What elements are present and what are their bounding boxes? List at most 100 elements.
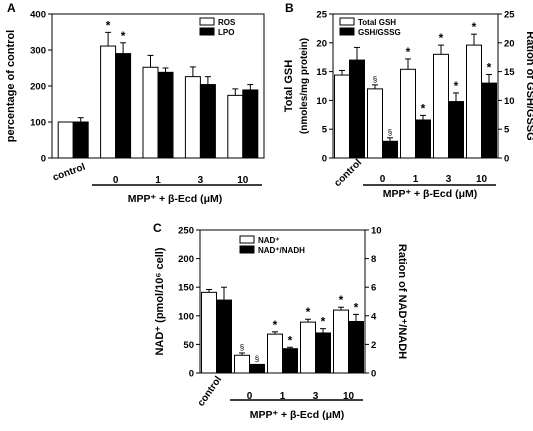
significance-mark: * [421, 101, 426, 115]
bar-A-s0-3 [184, 76, 201, 159]
y-tick-label: 0 [189, 369, 194, 380]
significance-mark: * [472, 20, 477, 34]
y-tick-label: 100 [30, 118, 46, 129]
bar-B-s0-2 [400, 68, 416, 159]
y2-tick-label: 10 [371, 226, 382, 237]
y-tick-label: 25 [316, 10, 327, 21]
category-label: 1 [413, 174, 419, 185]
bar-C-s1-3 [315, 332, 331, 374]
significance-mark: * [288, 333, 293, 347]
y2-tick-label: 8 [371, 254, 376, 265]
legend-label: NAD⁺/NADH [258, 246, 305, 255]
category-label: 0 [247, 391, 253, 402]
y-tick-label: 200 [30, 82, 46, 93]
bar-C-s0-4 [333, 309, 349, 374]
category-label-control: control [51, 162, 87, 184]
bar-B-s0-0 [334, 74, 350, 159]
panel-letter-A: A [7, 1, 16, 15]
y-tick-label: 0 [322, 154, 327, 165]
bar-C-s0-0 [201, 291, 217, 374]
significance-mark: * [439, 31, 444, 45]
bar-A-s0-4 [227, 94, 244, 159]
y-tick-label: 15 [316, 67, 327, 78]
legend-swatch [199, 17, 215, 26]
y-axis-title: NAD⁺ (pmol/10⁶ cell) [154, 247, 166, 355]
y-tick-label: 100 [178, 311, 194, 322]
bar-A-s1-0 [72, 121, 89, 159]
category-label: 1 [280, 391, 286, 402]
legend-swatch [239, 245, 255, 254]
y2-tick-label: 5 [504, 125, 510, 136]
bar-C-s1-0 [216, 299, 232, 374]
category-label-control: control [196, 374, 225, 408]
bar-C-s1-2 [282, 348, 298, 374]
y-tick-label: 5 [322, 125, 328, 136]
category-label: 3 [198, 175, 204, 186]
y-axis-title: percentage of control [5, 30, 17, 142]
y2-axis-title: Ration of NAD⁺/NADH [396, 244, 408, 359]
significance-mark: § [373, 75, 377, 84]
y2-tick-label: 0 [371, 369, 376, 380]
y2-tick-label: 0 [504, 154, 509, 165]
category-label-control: control [332, 157, 364, 189]
y-tick-label: 0 [41, 154, 46, 165]
significance-mark: * [454, 79, 459, 93]
y2-tick-label: 2 [371, 340, 376, 351]
bar-A-s1-4 [242, 89, 259, 159]
y2-tick-label: 10 [504, 96, 515, 107]
legend-swatch [339, 27, 355, 36]
significance-mark: * [354, 300, 359, 314]
y-tick-label: 20 [316, 38, 327, 49]
bar-A-s0-0 [57, 121, 74, 159]
bar-A-s0-2 [142, 66, 159, 159]
significance-mark: * [339, 293, 344, 307]
significance-mark: § [240, 343, 244, 352]
bar-B-s1-0 [349, 59, 365, 159]
legend-label: NAD⁺ [258, 236, 280, 245]
group-label: MPP⁺ + β-Ecd (μM) [250, 409, 345, 421]
group-label: MPP⁺ + β-Ecd (μM) [383, 188, 478, 200]
bar-A-s1-2 [157, 71, 174, 159]
y2-tick-label: 6 [371, 283, 376, 294]
y-tick-label: 150 [178, 283, 194, 294]
significance-mark: * [487, 60, 492, 74]
panel-letter-B: B [285, 1, 294, 15]
significance-mark: * [321, 315, 326, 329]
y2-tick-label: 15 [504, 67, 515, 78]
bar-A-s1-1 [115, 53, 132, 159]
category-label: 10 [237, 175, 249, 186]
category-label: 1 [155, 175, 161, 186]
group-label: MPP⁺ + β-Ecd (μM) [128, 193, 223, 205]
category-label: 3 [313, 391, 319, 402]
legend-label: GSH/GSSG [358, 28, 401, 37]
bar-B-s1-2 [415, 119, 431, 159]
legend-swatch [199, 27, 215, 36]
y-tick-label: 200 [178, 254, 194, 265]
bar-C-s0-2 [267, 333, 283, 374]
y-tick-label: 10 [316, 96, 327, 107]
bar-C-s0-3 [300, 321, 316, 374]
significance-mark: * [306, 305, 311, 319]
y2-axis-title: Ration of GSH/GSSG [524, 31, 533, 140]
y-tick-label: 400 [30, 10, 46, 21]
bar-A-s1-3 [199, 84, 216, 159]
significance-mark: § [255, 354, 259, 363]
bar-C-s1-1 [249, 363, 265, 374]
significance-mark: * [406, 45, 411, 59]
significance-mark: * [121, 29, 126, 43]
bar-C-s0-1 [234, 354, 250, 374]
legend-label: ROS [218, 18, 236, 27]
significance-mark: * [106, 18, 111, 32]
significance-mark: * [273, 318, 278, 332]
category-label: 0 [113, 175, 119, 186]
bar-B-s1-4 [481, 82, 497, 159]
category-label: 10 [476, 174, 488, 185]
y-tick-label: 50 [183, 340, 194, 351]
y-tick-label: 250 [178, 226, 194, 237]
bar-B-s1-3 [448, 101, 464, 159]
bar-B-s1-1 [382, 140, 398, 159]
panel-letter-C: C [153, 221, 162, 235]
y2-tick-label: 25 [504, 10, 515, 21]
bar-A-s0-1 [100, 45, 117, 159]
